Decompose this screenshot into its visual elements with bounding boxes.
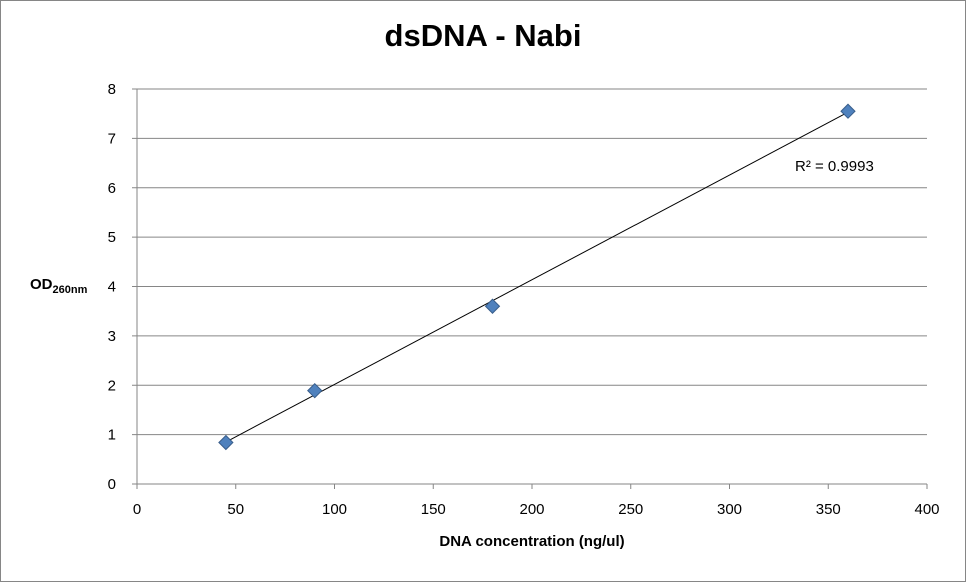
- x-tick-label: 50: [227, 501, 244, 518]
- y-tick-label: 8: [108, 81, 116, 98]
- x-tick-label: 350: [816, 501, 841, 518]
- y-tick-label: 1: [108, 427, 116, 444]
- x-tick-label: 300: [717, 501, 742, 518]
- y-tick-label: 2: [108, 377, 116, 394]
- data-point-diamond: [840, 103, 856, 119]
- x-tick-label: 150: [421, 501, 446, 518]
- x-tick-label: 0: [133, 501, 141, 518]
- chart-title: dsDNA - Nabi: [384, 18, 582, 53]
- r-squared-annotation: R² = 0.9993: [795, 158, 874, 175]
- y-axis-label-subscript: 260nm: [52, 284, 88, 296]
- data-point-diamond: [218, 434, 234, 451]
- y-tick-label: 4: [108, 279, 116, 296]
- y-tick-label: 0: [108, 476, 116, 493]
- y-axis-label: OD260nm: [30, 276, 88, 296]
- trendline: [225, 111, 849, 443]
- x-axis-label: DNA concentration (ng/ul): [439, 533, 625, 550]
- data-point-diamond: [307, 382, 323, 399]
- x-tick-label: 250: [618, 501, 643, 518]
- y-axis-label-main: OD: [30, 276, 53, 293]
- y-tick-label: 7: [108, 130, 116, 147]
- x-tick-label: 100: [322, 501, 347, 518]
- x-tick-label: 400: [914, 501, 939, 518]
- y-tick-label: 3: [108, 328, 116, 345]
- y-tick-label: 5: [108, 229, 116, 246]
- x-tick-label: 200: [519, 501, 544, 518]
- y-tick-label: 6: [108, 180, 116, 197]
- data-point-diamond: [484, 298, 501, 314]
